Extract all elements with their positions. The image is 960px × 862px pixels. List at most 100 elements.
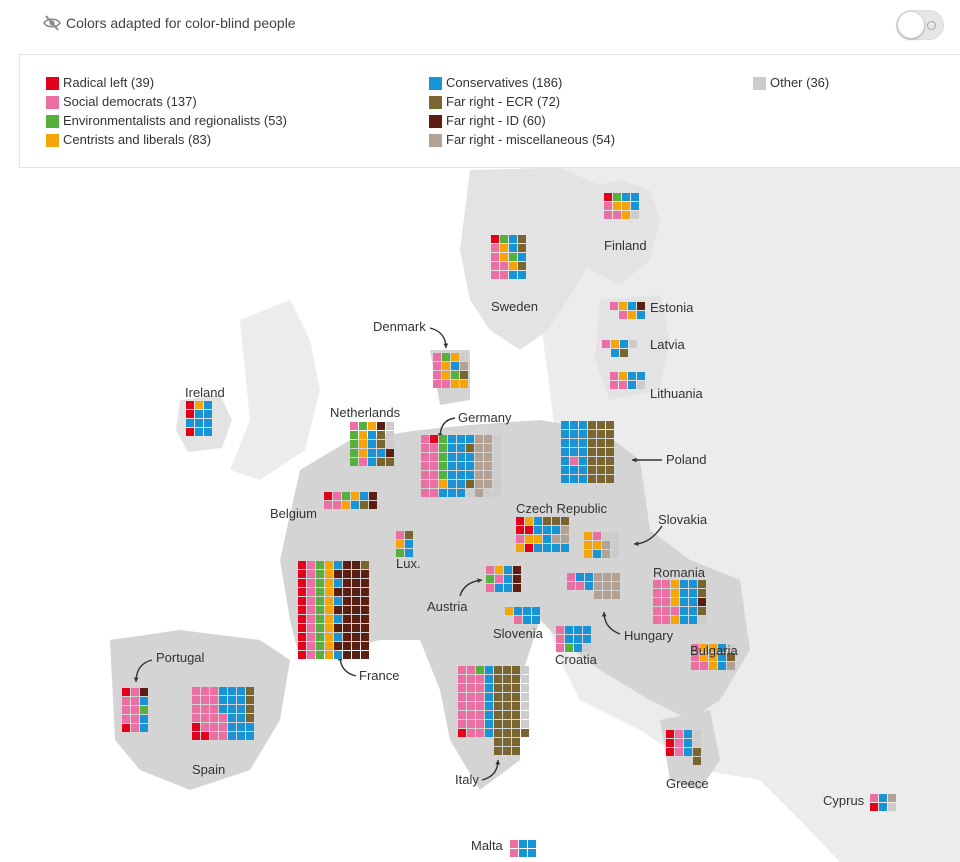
toggle-off-indicator (927, 21, 936, 30)
seat-cell (491, 244, 499, 252)
seat-cell (606, 439, 614, 447)
seat-cell (122, 706, 130, 714)
seat-cell (430, 480, 438, 488)
seat-cell (579, 475, 587, 483)
seat-cell (237, 723, 245, 731)
seat-cell (671, 616, 679, 624)
seat-cell (579, 466, 587, 474)
seat-cell (603, 591, 611, 599)
seat-cell (662, 580, 670, 588)
label-slovenia: Slovenia (493, 626, 544, 641)
seat-cell (219, 723, 227, 731)
seat-cell (122, 688, 130, 696)
seat-cell (521, 729, 529, 737)
seat-cell (460, 371, 468, 379)
seat-cell (561, 544, 569, 552)
seat-cell (451, 380, 459, 388)
seat-cell (606, 457, 614, 465)
seat-cell (693, 730, 701, 738)
seat-cell (386, 431, 394, 439)
seat-cell (662, 607, 670, 615)
seat-cell (525, 526, 533, 534)
seat-cell (484, 444, 492, 452)
seat-cell (350, 422, 358, 430)
seat-cell (405, 531, 413, 539)
seat-cell (500, 244, 508, 252)
seat-cell (359, 440, 367, 448)
seat-cell (475, 444, 483, 452)
seat-cell (430, 489, 438, 497)
seat-cell (612, 582, 620, 590)
seat-cell (237, 687, 245, 695)
seat-cell (494, 747, 502, 755)
seat-cell (666, 730, 674, 738)
seat-cell (662, 598, 670, 606)
seat-cell (298, 588, 306, 596)
seat-cell (574, 644, 582, 652)
seat-cell (377, 422, 385, 430)
seat-cell (352, 570, 360, 578)
seat-cell (525, 535, 533, 543)
seat-cell (192, 687, 200, 695)
seat-cell (442, 362, 450, 370)
seat-cell (597, 421, 605, 429)
seat-grid-czech-republic (516, 517, 569, 552)
seat-cell (594, 573, 602, 581)
seat-cell (637, 381, 645, 389)
seat-cell (619, 302, 627, 310)
land-scandinavia (460, 168, 610, 350)
seat-cell (561, 475, 569, 483)
seat-cell (532, 616, 540, 624)
seat-cell (325, 597, 333, 605)
leader-arrows (133, 327, 663, 781)
seat-cell (611, 340, 619, 348)
seat-cell (680, 580, 688, 588)
seat-cell (350, 431, 358, 439)
seat-cell (140, 688, 148, 696)
seat-cell (361, 570, 369, 578)
seat-cell (334, 642, 342, 650)
seat-cell (334, 615, 342, 623)
seat-cell (613, 211, 621, 219)
seat-cell (325, 570, 333, 578)
seat-cell (307, 642, 315, 650)
seat-cell (334, 606, 342, 614)
seat-cell (246, 714, 254, 722)
seat-cell (325, 579, 333, 587)
label-lithuania: Lithuania (650, 386, 704, 401)
seat-cell (543, 535, 551, 543)
seat-cell (588, 457, 596, 465)
seat-cell (325, 633, 333, 641)
seat-cell (237, 714, 245, 722)
seat-cell (718, 653, 726, 661)
seat-cell (494, 702, 502, 710)
seat-cell (316, 606, 324, 614)
seat-cell (494, 738, 502, 746)
seat-cell (534, 517, 542, 525)
seat-cell (484, 471, 492, 479)
label-greece: Greece (666, 776, 709, 791)
seat-cell (201, 714, 209, 722)
seat-cell (512, 720, 520, 728)
seat-cell (653, 607, 661, 615)
seat-cell (458, 675, 466, 683)
seat-cell (361, 579, 369, 587)
seat-cell (343, 588, 351, 596)
seat-cell (316, 651, 324, 659)
seat-cell (561, 466, 569, 474)
seat-cell (246, 705, 254, 713)
seat-cell (603, 573, 611, 581)
seat-cell (514, 616, 522, 624)
seat-cell (325, 561, 333, 569)
seat-cell (512, 747, 520, 755)
seat-cell (525, 517, 533, 525)
seat-cell (523, 607, 531, 615)
seat-cell (603, 582, 611, 590)
seat-cell (689, 580, 697, 588)
seat-cell (521, 684, 529, 692)
seat-cell (602, 532, 610, 540)
seat-cell (653, 589, 661, 597)
seat-cell (307, 579, 315, 587)
color-blind-toggle[interactable] (896, 10, 944, 40)
label-belgium: Belgium (270, 506, 317, 521)
